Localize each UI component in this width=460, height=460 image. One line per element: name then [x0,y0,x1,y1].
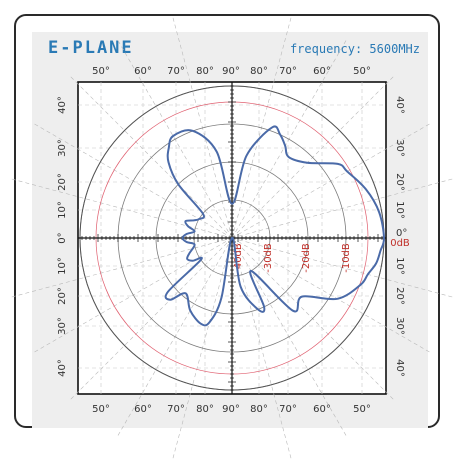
left-tick-label: 10° [57,201,68,219]
bottom-tick-label: 60° [313,404,331,415]
right-tick-label: 30° [394,139,405,157]
ring-label: -20dB [301,243,312,273]
ring-label: 0dB [390,238,410,249]
ring-label: -40dB [233,243,244,273]
right-tick-label: 0° [396,228,407,239]
top-tick-label: 60° [134,66,152,77]
right-tick-label: 20° [394,173,405,191]
left-tick-label: 0° [57,232,68,243]
left-tick-label: 30° [57,317,68,335]
right-tick-label: 10° [394,201,405,219]
top-tick-label: 80° [250,66,268,77]
radiation-pattern-line [164,125,386,327]
right-tick-label: 30° [394,317,405,335]
bottom-tick-label: 70° [279,404,297,415]
left-tick-label: 30° [57,139,68,157]
left-tick-label: 20° [57,173,68,191]
bottom-tick-label: 90° [222,404,240,415]
right-tick-label: 40° [394,359,405,377]
left-tick-label: 20° [57,287,68,305]
top-tick-label: 60° [313,66,331,77]
bottom-tick-label: 80° [250,404,268,415]
top-tick-label: 70° [167,66,185,77]
left-tick-label: 40° [57,359,68,377]
bottom-tick-label: 50° [353,404,371,415]
bottom-tick-label: 50° [92,404,110,415]
left-tick-label: 40° [57,96,68,114]
bottom-tick-label: 60° [134,404,152,415]
chart-title: E-PLANE [48,38,134,58]
right-tick-label: 10° [394,257,405,275]
top-tick-label: 50° [92,66,110,77]
frequency-label: frequency: 5600MHz [289,42,420,56]
top-tick-label: 70° [279,66,297,77]
left-tick-label: 10° [57,257,68,275]
bottom-tick-label: 70° [167,404,185,415]
bottom-tick-label: 80° [196,404,214,415]
ring-label: -30dB [263,243,274,273]
ring-label: -10dB [341,243,352,273]
top-tick-label: 90° [222,66,240,77]
top-tick-label: 50° [353,66,371,77]
top-tick-label: 80° [196,66,214,77]
right-tick-label: 20° [394,287,405,305]
right-tick-label: 40° [394,96,405,114]
